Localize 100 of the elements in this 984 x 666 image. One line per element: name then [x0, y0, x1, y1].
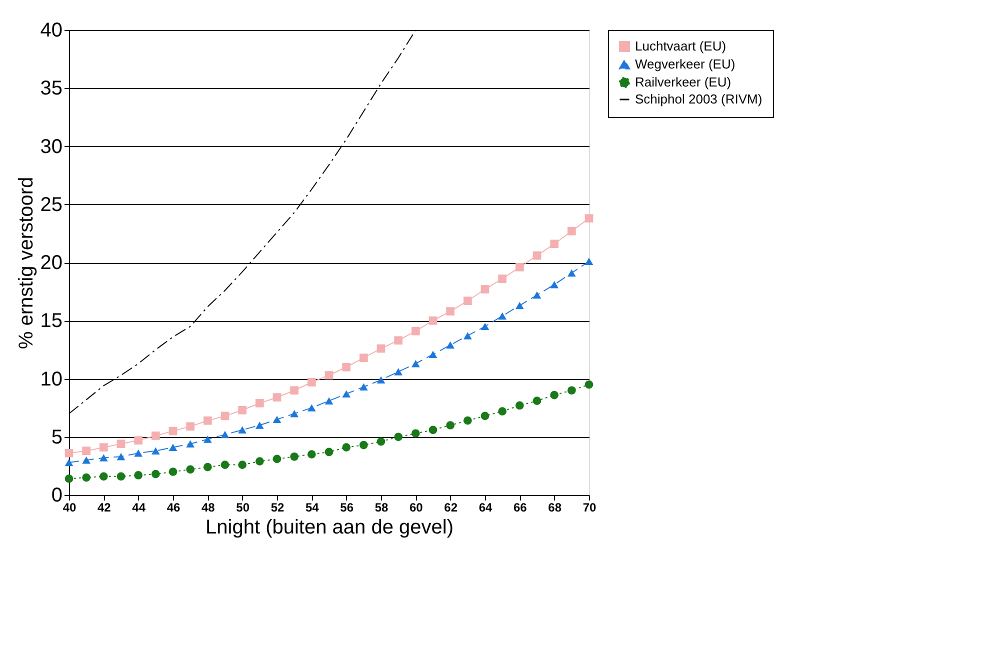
point — [463, 296, 472, 306]
point — [324, 371, 334, 380]
x-tick-label: 42 — [97, 500, 112, 514]
point — [82, 456, 91, 464]
x-tick-label: 48 — [201, 500, 216, 514]
point — [307, 404, 316, 412]
point — [324, 448, 334, 456]
point — [134, 436, 143, 445]
x-tick-label: 54 — [305, 500, 320, 514]
point — [567, 269, 576, 277]
point — [498, 274, 507, 283]
point — [480, 285, 490, 294]
point — [220, 430, 230, 438]
x-axis-title: Lnight (buiten aan de gevel) — [206, 516, 454, 538]
x-tick-label: 68 — [548, 500, 562, 514]
point — [515, 262, 524, 272]
point — [220, 412, 230, 420]
point — [168, 468, 178, 476]
point — [64, 448, 74, 458]
point — [255, 422, 264, 429]
y-tick-label: 25 — [40, 194, 62, 216]
point — [428, 316, 438, 325]
point — [64, 458, 74, 466]
y-tick-label: 0 — [51, 484, 62, 506]
point — [515, 401, 524, 410]
point — [186, 422, 195, 431]
point — [446, 307, 455, 316]
point — [290, 452, 299, 461]
y-tick-label: 40 — [40, 20, 62, 42]
y-axis-title: % ernstig verstoord — [15, 176, 38, 350]
x-tick-label: 44 — [132, 500, 146, 514]
point — [428, 350, 438, 358]
point — [394, 336, 403, 345]
x-tick-label: 62 — [444, 500, 458, 514]
point — [99, 472, 108, 481]
point — [498, 312, 507, 320]
point — [550, 280, 559, 288]
point — [99, 454, 108, 462]
point — [411, 326, 420, 336]
point — [82, 446, 91, 456]
y-tick-label: 10 — [40, 368, 62, 390]
point — [99, 443, 108, 452]
point — [515, 302, 524, 310]
point — [272, 454, 282, 464]
point — [411, 429, 420, 438]
point — [394, 432, 403, 442]
point — [567, 226, 576, 236]
point — [238, 460, 247, 469]
point — [116, 440, 126, 448]
point — [550, 240, 559, 248]
point — [463, 416, 472, 425]
point — [376, 437, 386, 446]
point — [584, 258, 594, 265]
point — [394, 368, 403, 376]
point — [359, 440, 368, 450]
point — [446, 421, 455, 430]
point — [307, 450, 316, 458]
x-tick-label: 70 — [582, 500, 596, 514]
x-tick-label: 46 — [166, 500, 180, 514]
point — [567, 386, 576, 395]
y-tick-label: 5 — [51, 426, 62, 448]
x-tick-label: 64 — [478, 500, 492, 514]
point — [324, 397, 334, 404]
point — [186, 440, 195, 448]
point — [272, 416, 282, 424]
point — [584, 380, 594, 389]
point — [203, 436, 212, 443]
y-tick-label: 20 — [40, 252, 62, 274]
point — [203, 416, 212, 425]
point — [307, 378, 316, 386]
point — [220, 460, 230, 469]
point — [272, 393, 282, 402]
x-tick-label: 56 — [340, 500, 354, 514]
point — [151, 470, 160, 478]
point — [82, 473, 91, 482]
point — [359, 354, 368, 362]
point — [342, 443, 351, 452]
point — [116, 472, 126, 481]
point — [532, 396, 542, 406]
point — [186, 465, 195, 474]
point — [290, 410, 299, 418]
legend-label: Railverkeer (EU) — [635, 74, 732, 90]
x-tick-label: 60 — [409, 500, 424, 514]
point — [255, 398, 264, 408]
point — [290, 386, 299, 395]
point — [480, 412, 490, 420]
point — [151, 432, 160, 440]
point — [64, 474, 74, 483]
point — [342, 362, 351, 372]
point — [428, 426, 438, 434]
point — [376, 376, 386, 384]
point — [342, 390, 351, 398]
y-tick-label: 15 — [40, 310, 62, 332]
point — [376, 344, 386, 353]
x-tick-label: 50 — [236, 500, 250, 514]
point — [480, 322, 490, 330]
point — [151, 447, 160, 454]
y-tick-label: 35 — [40, 78, 62, 100]
x-tick-label: 52 — [270, 500, 284, 514]
x-tick-label: 40 — [62, 500, 76, 514]
